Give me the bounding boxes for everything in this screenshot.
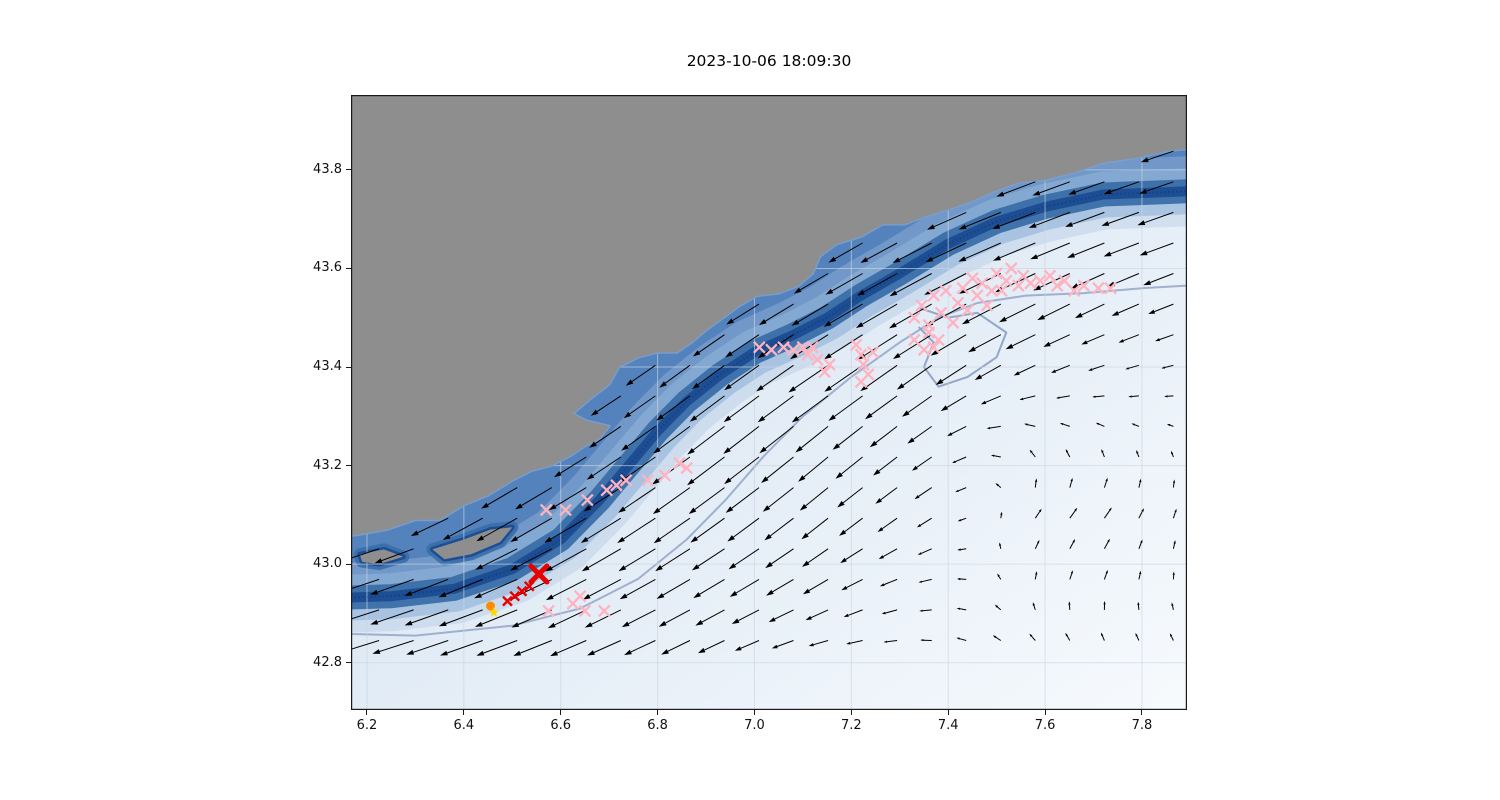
red-current-position xyxy=(528,563,550,585)
axes-border xyxy=(351,95,1187,710)
x-tick-label: 7.8 xyxy=(1131,718,1153,733)
x-tick-label: 7.2 xyxy=(840,718,862,733)
x-tick-label: 7.6 xyxy=(1034,718,1056,733)
pink-observations xyxy=(539,262,1117,618)
y-tick-mark xyxy=(346,662,351,664)
y-tick-label: 43.4 xyxy=(313,359,342,375)
x-tick-mark xyxy=(463,710,465,715)
y-tick-mark xyxy=(346,563,351,565)
y-tick-label: 43.2 xyxy=(313,457,342,473)
y-tick-mark xyxy=(346,465,351,467)
x-tick-mark xyxy=(366,710,368,715)
x-tick-label: 7.0 xyxy=(744,718,765,733)
plot-area xyxy=(351,95,1187,710)
chart-title: 2023-10-06 18:09:30 xyxy=(686,52,852,70)
yellow-marker xyxy=(488,606,500,617)
x-tick-label: 6.6 xyxy=(550,718,572,733)
x-tick-mark xyxy=(753,710,755,715)
x-tick-label: 6.8 xyxy=(647,718,668,733)
x-tick-mark xyxy=(947,710,949,715)
x-tick-mark xyxy=(1044,710,1046,715)
y-tick-mark xyxy=(346,366,351,368)
y-tick-mark xyxy=(346,267,351,269)
x-tick-mark xyxy=(1141,710,1143,715)
x-tick-mark xyxy=(850,710,852,715)
x-tick-label: 7.4 xyxy=(937,718,959,733)
y-tick-mark xyxy=(346,169,351,171)
orange-release-point xyxy=(485,601,495,611)
x-tick-label: 6.4 xyxy=(453,718,475,733)
x-tick-mark xyxy=(560,710,562,715)
y-tick-label: 43.6 xyxy=(313,260,342,276)
x-tick-label: 6.2 xyxy=(356,718,378,733)
y-tick-label: 42.8 xyxy=(313,654,342,670)
scatter-markers xyxy=(485,262,1117,618)
y-tick-label: 43.8 xyxy=(313,161,342,177)
x-tick-mark xyxy=(657,710,659,715)
current-quiver-arrows xyxy=(351,150,1177,657)
map-svg xyxy=(351,95,1187,710)
y-tick-label: 43.0 xyxy=(313,556,342,572)
land xyxy=(351,95,1187,565)
